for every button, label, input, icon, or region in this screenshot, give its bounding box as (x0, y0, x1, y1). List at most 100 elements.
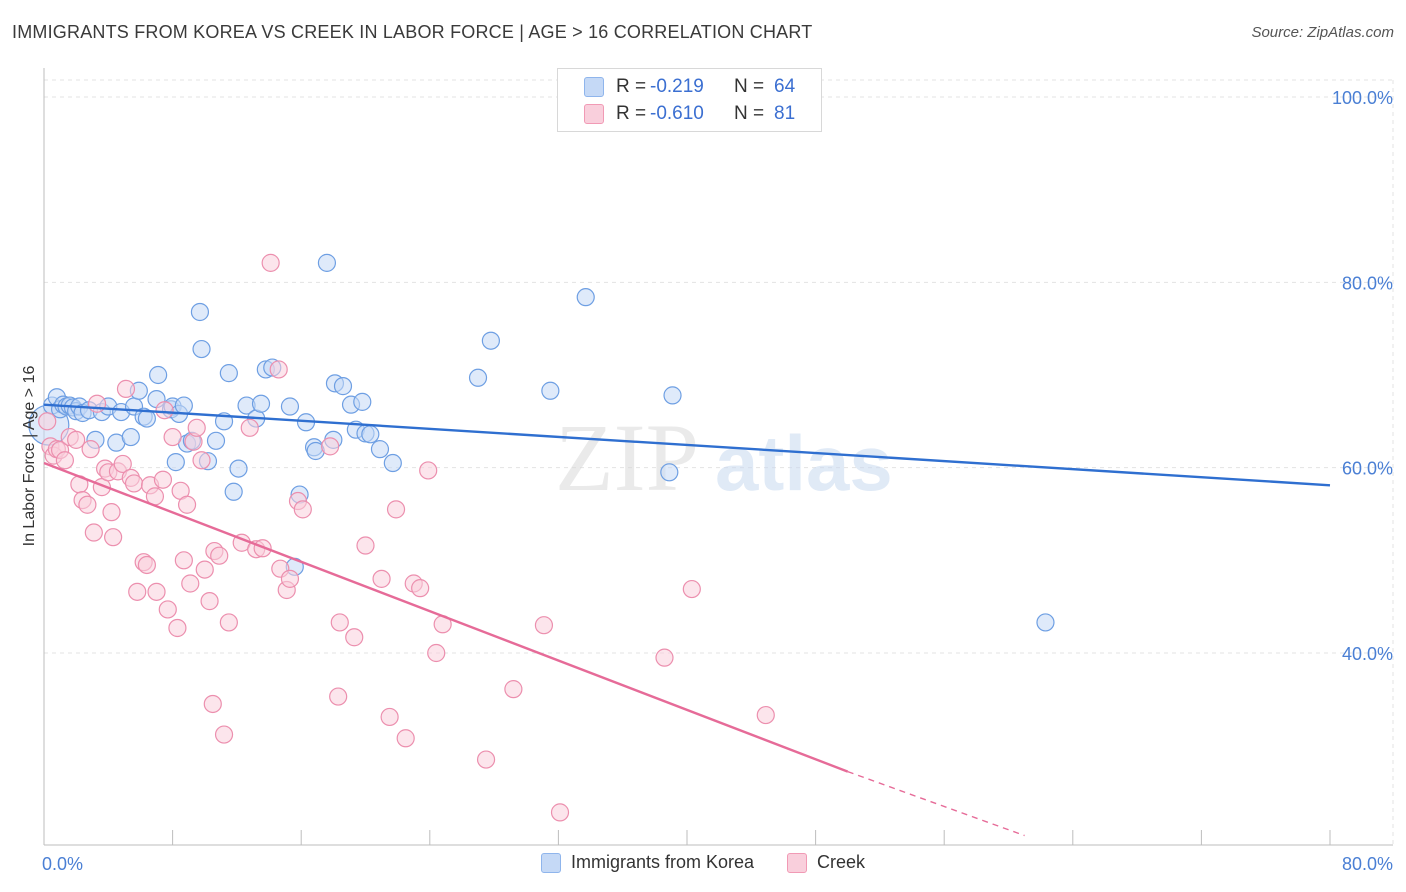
data-point[interactable] (468, 368, 488, 387)
legend-item-creek[interactable]: Creek (787, 852, 865, 873)
data-point[interactable] (386, 500, 406, 519)
y-tick-label: 40.0% (1342, 644, 1393, 664)
data-point[interactable] (756, 705, 775, 725)
data-point[interactable] (253, 539, 272, 558)
data-point[interactable] (224, 482, 243, 501)
data-point[interactable] (330, 613, 349, 632)
data-point[interactable] (203, 694, 222, 714)
data-point[interactable] (121, 427, 140, 447)
data-point[interactable] (214, 725, 234, 744)
data-point[interactable] (174, 396, 193, 415)
data-point[interactable] (192, 451, 211, 470)
data-point[interactable] (576, 288, 595, 307)
data-point[interactable] (660, 463, 679, 482)
data-point[interactable] (280, 397, 300, 416)
data-point[interactable] (411, 579, 430, 598)
data-point[interactable] (293, 500, 312, 519)
data-point[interactable] (380, 707, 399, 727)
tick-labels: 100.0% 80.0% 60.0% 40.0% 0.0% 80.0% (42, 88, 1393, 874)
data-point[interactable] (163, 427, 182, 447)
data-point[interactable] (504, 680, 523, 699)
series-creek (38, 253, 775, 822)
data-point[interactable] (187, 418, 206, 437)
data-point[interactable] (329, 687, 348, 706)
data-point[interactable] (166, 453, 185, 472)
data-point[interactable] (206, 431, 226, 450)
data-point[interactable] (190, 302, 210, 322)
data-point[interactable] (419, 461, 438, 480)
data-point[interactable] (240, 418, 259, 437)
watermark-zip: ZIP (555, 404, 699, 511)
chart-title: IMMIGRANTS FROM KOREA VS CREEK IN LABOR … (12, 22, 813, 42)
data-point[interactable] (280, 569, 300, 588)
data-point[interactable] (321, 437, 340, 456)
data-point[interactable] (116, 379, 136, 398)
data-point[interactable] (147, 582, 166, 601)
data-point[interactable] (219, 613, 238, 632)
data-point[interactable] (128, 582, 147, 601)
data-point[interactable] (155, 401, 174, 420)
data-point[interactable] (481, 331, 500, 350)
legend-item-korea[interactable]: Immigrants from Korea (540, 852, 754, 873)
watermark-atlas: atlas (715, 419, 893, 507)
data-point[interactable] (383, 453, 402, 473)
data-point[interactable] (102, 503, 121, 522)
data-point[interactable] (333, 377, 353, 396)
data-point[interactable] (124, 474, 144, 493)
data-point[interactable] (210, 546, 229, 565)
data-point[interactable] (261, 253, 280, 272)
data-point[interactable] (219, 364, 238, 383)
data-point[interactable] (153, 470, 173, 489)
data-point[interactable] (427, 643, 446, 663)
data-point[interactable] (38, 412, 57, 431)
data-point[interactable] (113, 454, 132, 474)
data-point[interactable] (177, 495, 197, 514)
data-point[interactable] (372, 569, 391, 588)
data-point[interactable] (550, 803, 570, 822)
trend-layer (43, 403, 1331, 837)
korea-legend-swatch (540, 852, 561, 873)
data-point[interactable] (370, 440, 390, 459)
data-point[interactable] (229, 459, 248, 478)
data-point[interactable] (1036, 613, 1055, 632)
r-value: -0.219 (650, 76, 704, 97)
data-point[interactable] (663, 386, 682, 405)
data-point[interactable] (476, 750, 496, 769)
data-point[interactable] (149, 365, 168, 385)
data-point[interactable] (195, 560, 214, 579)
data-point[interactable] (655, 648, 674, 667)
series-korea (28, 253, 1055, 632)
data-point[interactable] (356, 536, 375, 555)
data-point[interactable] (251, 394, 271, 413)
data-point[interactable] (84, 523, 103, 542)
data-point[interactable] (55, 451, 74, 470)
data-point[interactable] (345, 628, 364, 647)
data-point[interactable] (158, 600, 177, 619)
data-point[interactable] (181, 574, 200, 593)
data-point[interactable] (168, 618, 187, 638)
legend: Immigrants from Korea Creek (0, 852, 1406, 878)
data-point[interactable] (534, 616, 554, 635)
data-point[interactable] (67, 430, 86, 449)
data-point[interactable] (78, 495, 97, 514)
data-point[interactable] (104, 528, 123, 547)
source-credit: Source: ZipAtlas.com (1251, 24, 1394, 41)
data-point[interactable] (353, 392, 372, 411)
data-point[interactable] (396, 729, 415, 748)
data-point[interactable] (81, 440, 100, 459)
r-label: R = (616, 103, 647, 124)
data-point[interactable] (192, 339, 211, 359)
data-point[interactable] (682, 579, 701, 599)
data-point[interactable] (361, 425, 380, 444)
data-point[interactable] (269, 360, 288, 379)
data-point[interactable] (541, 381, 560, 400)
data-point[interactable] (87, 394, 107, 413)
data-point[interactable] (137, 555, 156, 575)
y-axis-label: In Labor Force | Age > 16 (21, 366, 38, 547)
data-point[interactable] (174, 551, 193, 570)
y-tick-label: 100.0% (1332, 88, 1393, 108)
data-point[interactable] (200, 592, 219, 611)
data-point[interactable] (317, 253, 337, 272)
legend-label: Creek (817, 852, 866, 872)
